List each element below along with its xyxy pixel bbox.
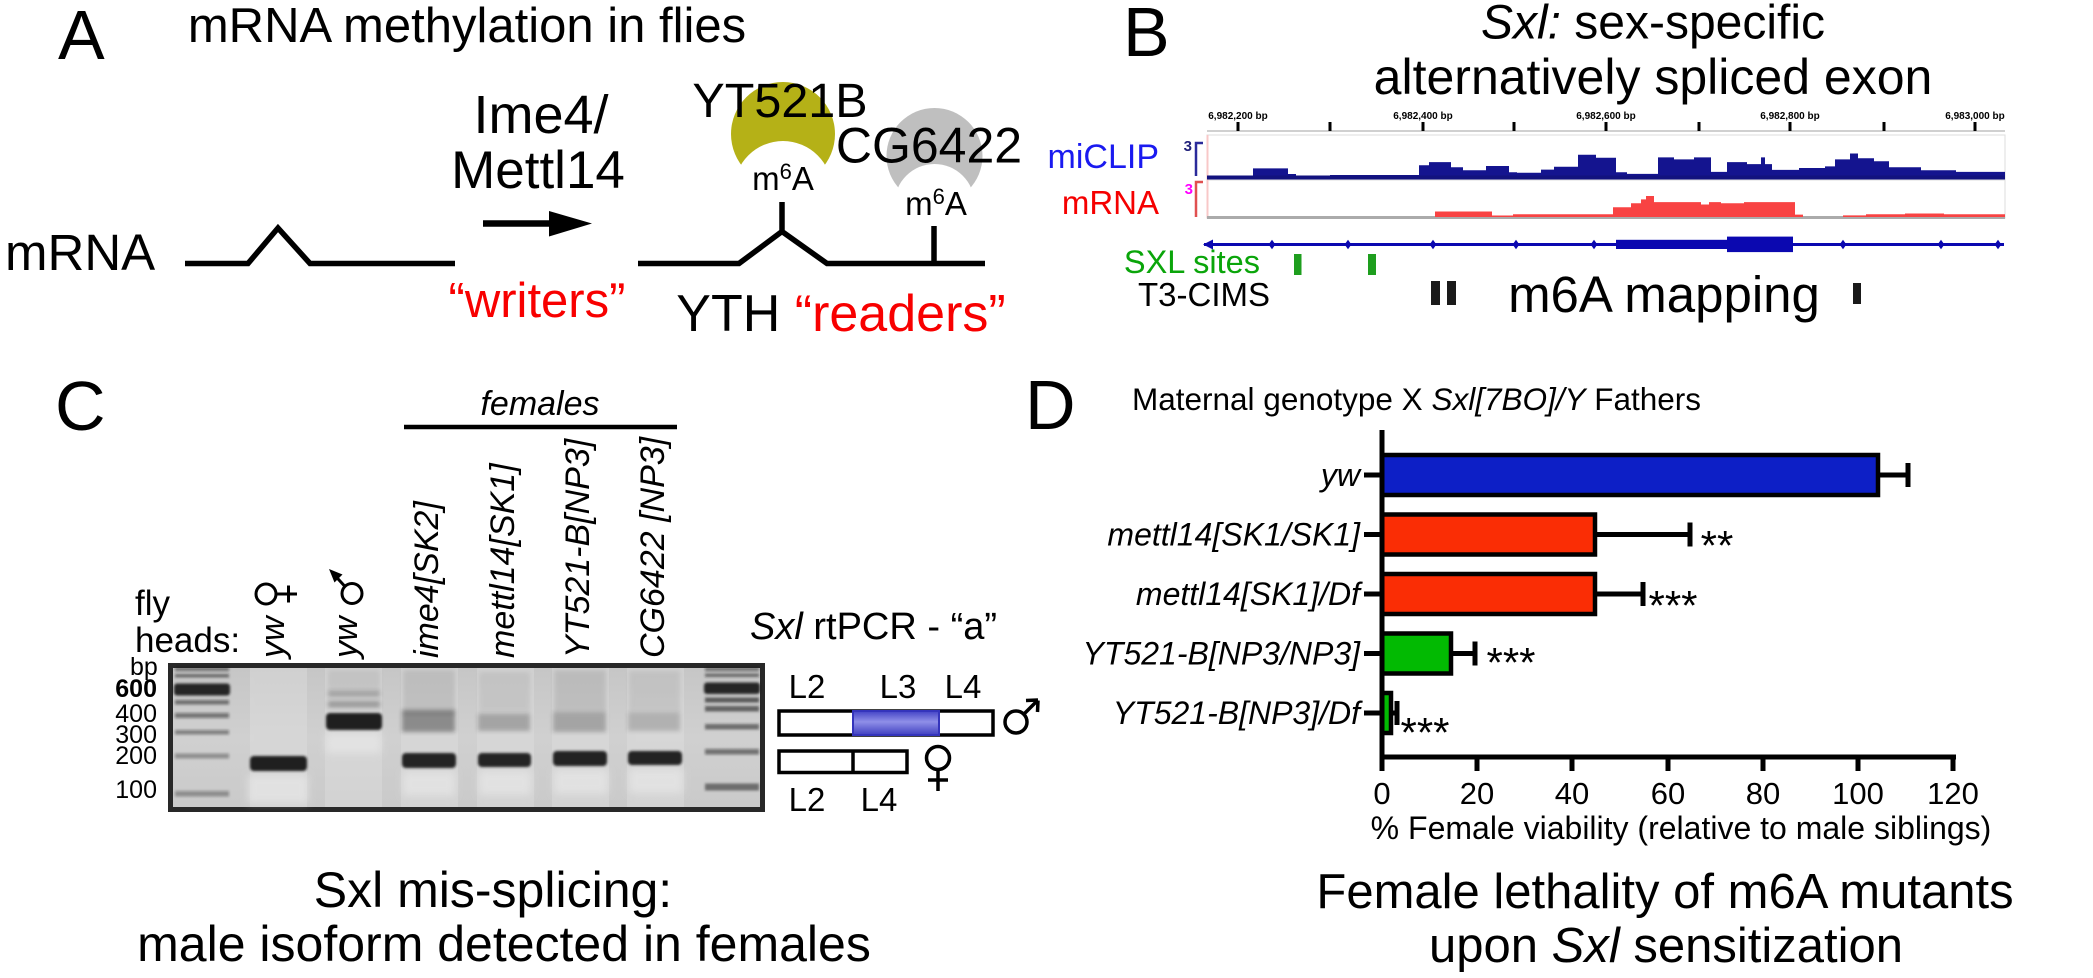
svg-text:**: ** — [1701, 522, 1734, 569]
svg-text:Female lethality of m6A mutant: Female lethality of m6A mutants — [1316, 865, 2013, 919]
svg-text:Sxl mis-splicing:: Sxl mis-splicing: — [314, 862, 672, 918]
svg-text:ime4[SK2]: ime4[SK2] — [408, 500, 446, 658]
svg-text:fly: fly — [135, 584, 171, 623]
svg-text:SXL sites: SXL sites — [1124, 244, 1260, 280]
svg-text:600: 600 — [115, 675, 157, 703]
svg-text:400: 400 — [115, 700, 157, 728]
svg-text:200: 200 — [115, 742, 157, 770]
svg-text:100: 100 — [1832, 776, 1884, 811]
svg-text:6,982,800 bp: 6,982,800 bp — [1760, 111, 1819, 122]
svg-text:YT521-B[NP3]: YT521-B[NP3] — [559, 437, 597, 658]
svg-text:100: 100 — [115, 776, 157, 804]
svg-text:females: females — [480, 385, 599, 423]
svg-text:***: *** — [1648, 582, 1697, 629]
svg-text:80: 80 — [1746, 776, 1780, 811]
svg-text:T3-CIMS: T3-CIMS — [1138, 276, 1270, 313]
svg-text:mRNA methylation in flies: mRNA methylation in flies — [188, 0, 746, 53]
svg-text:YT521B: YT521B — [692, 74, 867, 128]
svg-text:Maternal genotype X Sxl[7BO]/Y: Maternal genotype X Sxl[7BO]/Y Fathers — [1132, 381, 1701, 417]
svg-text:Mettl14: Mettl14 — [451, 141, 625, 200]
svg-text:YT521-B[NP3/NP3]: YT521-B[NP3/NP3] — [1083, 636, 1362, 672]
svg-text:L3: L3 — [880, 668, 917, 705]
svg-text:“writers”: “writers” — [449, 274, 626, 328]
svg-text:L4: L4 — [861, 781, 898, 818]
svg-text:male isoform detected in femal: male isoform detected in females — [137, 916, 871, 972]
svg-text:bp: bp — [130, 653, 158, 681]
svg-text:mRNA: mRNA — [5, 224, 155, 281]
svg-text:0: 0 — [1373, 776, 1390, 811]
svg-text:mRNA: mRNA — [1062, 184, 1159, 221]
svg-text:6,982,600 bp: 6,982,600 bp — [1576, 111, 1635, 122]
svg-text:upon Sxl sensitization: upon Sxl sensitization — [1429, 919, 1903, 973]
svg-text:YTH “readers”: YTH “readers” — [676, 285, 1005, 343]
svg-text:40: 40 — [1555, 776, 1589, 811]
svg-text:mettl14[SK1]/Df: mettl14[SK1]/Df — [1136, 576, 1363, 612]
svg-text:YT521-B[NP3]/Df: YT521-B[NP3]/Df — [1113, 695, 1363, 731]
svg-text:6,983,000 bp: 6,983,000 bp — [1945, 111, 2004, 122]
svg-text:L2: L2 — [789, 781, 826, 818]
svg-text:3: 3 — [1185, 181, 1193, 198]
svg-text:Sxl: sex-specific: Sxl: sex-specific — [1481, 0, 1825, 50]
svg-text:L2: L2 — [789, 668, 826, 705]
svg-text:6,982,400 bp: 6,982,400 bp — [1393, 111, 1452, 122]
svg-text:B: B — [1123, 0, 1170, 71]
svg-text:120: 120 — [1927, 776, 1979, 811]
svg-text:CG6422 [NP3]: CG6422 [NP3] — [634, 435, 672, 658]
svg-text:C: C — [55, 367, 106, 445]
svg-text:A: A — [58, 0, 105, 74]
svg-text:CG6422: CG6422 — [836, 118, 1022, 174]
svg-text:300: 300 — [115, 721, 157, 749]
svg-text:3: 3 — [1184, 138, 1192, 155]
svg-text:miCLIP: miCLIP — [1048, 138, 1159, 176]
svg-text:L4: L4 — [945, 668, 982, 705]
svg-text:***: *** — [1400, 709, 1449, 756]
svg-text:mettl14[SK1]: mettl14[SK1] — [484, 462, 522, 658]
svg-text:yw: yw — [1319, 457, 1362, 493]
svg-text:60: 60 — [1651, 776, 1685, 811]
svg-text:D: D — [1025, 366, 1076, 444]
svg-text:Ime4/: Ime4/ — [473, 85, 608, 145]
svg-text:yw: yw — [254, 614, 292, 660]
svg-text:heads:: heads: — [135, 621, 240, 660]
svg-text:Sxl rtPCR - “a”: Sxl rtPCR - “a” — [750, 606, 997, 648]
svg-text:yw: yw — [327, 614, 365, 660]
svg-text:6,982,200 bp: 6,982,200 bp — [1208, 111, 1267, 122]
svg-text:alternatively spliced exon: alternatively spliced exon — [1374, 49, 1933, 105]
svg-text:% Female viability (relative t: % Female viability (relative to male sib… — [1371, 810, 1992, 846]
svg-text:mettl14[SK1/SK1]: mettl14[SK1/SK1] — [1107, 517, 1361, 553]
svg-text:m6A mapping: m6A mapping — [1508, 266, 1820, 323]
svg-text:20: 20 — [1460, 776, 1494, 811]
svg-text:***: *** — [1486, 639, 1535, 686]
